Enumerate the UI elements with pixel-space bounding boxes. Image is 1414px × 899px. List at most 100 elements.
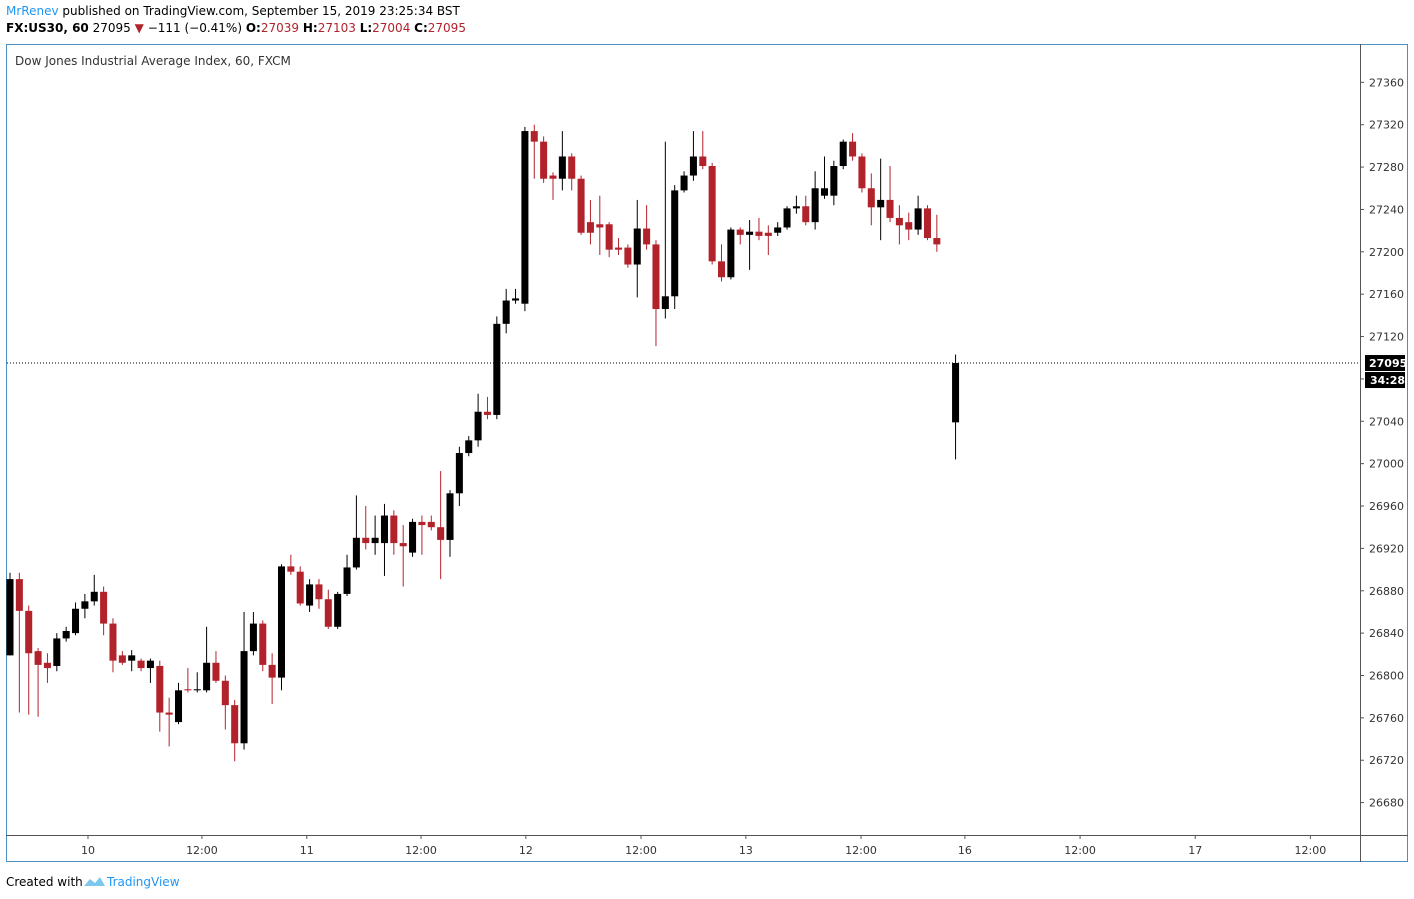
candle-body [184, 689, 192, 691]
y-tick-label: 26920 [1369, 542, 1404, 555]
x-tick-label: 12 [519, 844, 533, 857]
last-price-box [1365, 355, 1405, 372]
candle-body [6, 579, 14, 656]
y-tick-label: 27280 [1369, 161, 1404, 174]
candle-body [512, 298, 520, 301]
candle-body [530, 131, 538, 142]
y-tick-label: 27040 [1369, 415, 1404, 428]
candle-body [81, 601, 89, 609]
candle-body [615, 247, 623, 250]
candle-body [643, 228, 651, 245]
y-tick-label: 26760 [1369, 712, 1404, 725]
candle-body [764, 232, 772, 236]
candle-body [493, 323, 501, 415]
publish-line: MrRenev published on TradingView.com, Se… [6, 4, 460, 18]
candle-body [175, 690, 183, 723]
x-tick-label: 10 [81, 844, 95, 857]
brand[interactable]: TradingView [106, 875, 180, 889]
candle-body [699, 156, 707, 167]
candle-body [633, 228, 641, 265]
y-tick-label: 26800 [1369, 669, 1404, 682]
change: −111 (−0.41%) [147, 21, 242, 35]
candle-body [43, 662, 51, 669]
candle-body [315, 584, 323, 600]
candle-body [755, 231, 763, 236]
y-tick-label: 27360 [1369, 76, 1404, 89]
h-value: 27103 [317, 21, 356, 35]
candle-body [53, 638, 61, 666]
y-tick-label: 26840 [1369, 627, 1404, 640]
y-tick-label: 26880 [1369, 585, 1404, 598]
x-tick-label: 11 [300, 844, 314, 857]
candle-body [624, 247, 632, 265]
candle-body [277, 566, 286, 678]
candle-body [774, 227, 782, 233]
candle-body [128, 655, 136, 661]
x-tick-label: 12:00 [1064, 844, 1096, 857]
candle-body [287, 566, 295, 572]
candle-body [923, 208, 931, 239]
candle-body [820, 188, 829, 196]
candle-body [802, 206, 810, 223]
candle-body [849, 141, 857, 157]
h-label: H: [302, 21, 318, 35]
candle-body [792, 206, 800, 209]
candle-body [362, 537, 370, 544]
candle-body [203, 662, 211, 691]
y-tick-label: 26680 [1369, 797, 1404, 810]
candle-body [727, 229, 735, 278]
candle-body [577, 178, 585, 233]
candle-body [399, 543, 407, 547]
candle-body [371, 537, 379, 544]
candle-body [549, 175, 557, 179]
candle-body [952, 363, 960, 423]
candle-body [62, 631, 70, 639]
candle-body [25, 610, 33, 654]
y-tick-label: 27000 [1369, 458, 1404, 471]
candle-body [334, 593, 342, 627]
l-value: 27004 [372, 21, 411, 35]
chart-title: Dow Jones Industrial Average Index, 60, … [15, 54, 291, 68]
candle-body [465, 440, 473, 454]
candle-body [671, 190, 679, 297]
author[interactable]: MrRenev [6, 4, 59, 18]
candle-body [605, 224, 613, 250]
candle-body [746, 231, 754, 235]
candle-body [165, 712, 173, 715]
candle-body [109, 623, 117, 661]
candle-body [483, 411, 491, 415]
c-label: C: [414, 21, 428, 35]
countdown-box [1365, 372, 1405, 389]
last-price: 27095 [92, 21, 131, 35]
candle-body [146, 660, 154, 669]
candle-body [390, 515, 398, 544]
candle-body [652, 244, 660, 310]
y-tick-label: 27160 [1369, 288, 1404, 301]
candle-body [437, 527, 445, 540]
frame [6, 44, 1408, 862]
published: published on TradingView.com, September … [62, 4, 460, 18]
o-value: 27039 [260, 21, 300, 35]
candle-body [905, 222, 913, 230]
candle-body [156, 665, 164, 713]
candle-body [240, 651, 248, 744]
candle-body [212, 662, 220, 681]
candle-body [568, 156, 576, 179]
y-tick-label: 27320 [1369, 119, 1404, 132]
tv-logo [84, 877, 105, 886]
x-tick-label: 12:00 [625, 844, 657, 857]
candle-body [259, 623, 267, 665]
l-label: L: [359, 21, 373, 35]
last-price-label: 27095 [1369, 357, 1407, 370]
created-with: Created with [6, 875, 83, 889]
candle-body [137, 660, 145, 669]
symbol: FX:US30, 60 [6, 21, 89, 35]
candle-body [811, 188, 819, 223]
candle-body [858, 156, 866, 189]
candle-body [867, 188, 875, 208]
footer: Created with TradingView [6, 875, 180, 889]
x-tick-label: 12:00 [186, 844, 218, 857]
candle-body [221, 680, 229, 706]
